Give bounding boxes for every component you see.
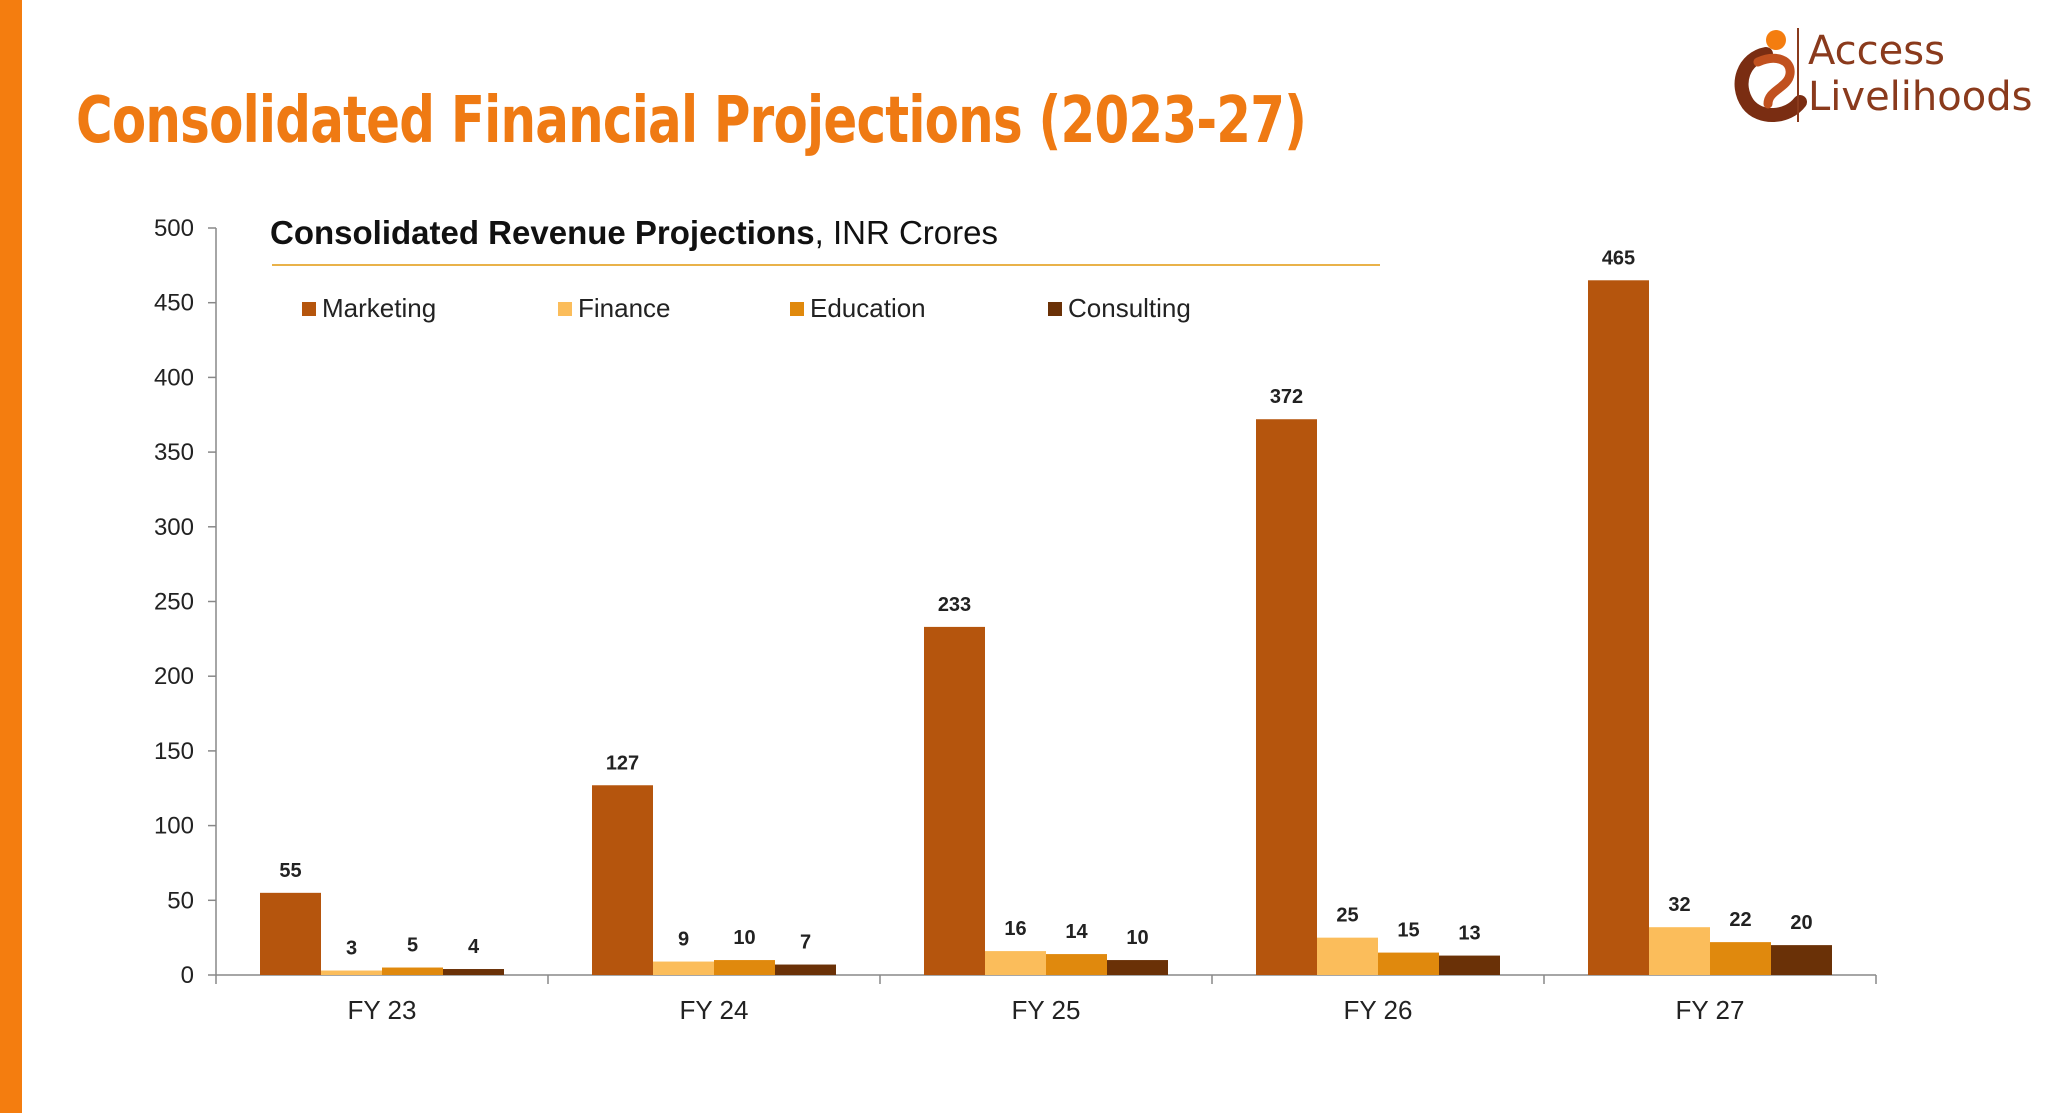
access-livelihoods-logo-icon — [1734, 28, 1807, 123]
bar-education — [1710, 942, 1771, 975]
legend-label-marketing: Marketing — [322, 293, 436, 323]
bar-consulting — [1107, 960, 1168, 975]
bar-consulting — [1771, 945, 1832, 975]
bar-data-label: 7 — [800, 932, 811, 954]
bar-data-label: 32 — [1668, 894, 1690, 916]
y-tick-label: 500 — [154, 215, 194, 242]
bar-data-label: 22 — [1729, 909, 1751, 931]
bar-data-label: 9 — [678, 929, 689, 951]
bar-data-label: 465 — [1602, 247, 1635, 269]
bar-consulting — [443, 969, 504, 975]
x-category-label: FY 27 — [1676, 995, 1745, 1025]
bar-finance — [1317, 937, 1378, 975]
y-tick-label: 350 — [154, 439, 194, 466]
bar-education — [1378, 952, 1439, 975]
bar-education — [1046, 954, 1107, 975]
bar-marketing — [592, 785, 653, 975]
bar-data-label: 10 — [733, 927, 755, 949]
bar-finance — [1649, 927, 1710, 975]
y-tick-label: 250 — [154, 589, 194, 616]
bar-marketing — [924, 626, 985, 975]
legend-swatch-education — [790, 302, 804, 316]
bar-data-label: 20 — [1790, 912, 1812, 934]
legend-swatch-consulting — [1048, 302, 1062, 316]
bar-data-label: 15 — [1397, 920, 1419, 942]
bar-marketing — [1588, 280, 1649, 975]
bar-marketing — [260, 892, 321, 975]
y-tick-label: 50 — [167, 887, 194, 914]
bar-data-label: 5 — [407, 935, 418, 957]
bar-education — [714, 960, 775, 975]
bar-data-label: 10 — [1126, 927, 1148, 949]
chart-title-unit: , INR Crores — [815, 214, 998, 251]
logo-line-2: Livelihoods — [1808, 74, 2033, 120]
bar-data-label: 16 — [1004, 918, 1026, 940]
bar-data-label: 14 — [1065, 921, 1088, 943]
y-tick-label: 150 — [154, 738, 194, 765]
y-tick-label: 200 — [154, 663, 194, 690]
legend-label-finance: Finance — [578, 293, 671, 323]
chart-title-main: Consolidated Revenue Projections — [270, 214, 815, 251]
bar-consulting — [1439, 955, 1500, 975]
bar-data-label: 3 — [346, 938, 357, 960]
legend-label-consulting: Consulting — [1068, 293, 1191, 323]
bar-finance — [321, 970, 382, 975]
left-accent-bar — [0, 0, 22, 1113]
x-category-label: FY 24 — [680, 995, 749, 1025]
bar-data-label: 233 — [938, 594, 971, 616]
bar-finance — [985, 951, 1046, 975]
bar-data-label: 55 — [279, 860, 301, 882]
x-category-label: FY 25 — [1012, 995, 1081, 1025]
y-tick-label: 100 — [154, 813, 194, 840]
bar-consulting — [775, 964, 836, 975]
chart-title: Consolidated Revenue Projections, INR Cr… — [270, 214, 998, 251]
x-category-label: FY 23 — [348, 995, 417, 1025]
bar-data-label: 372 — [1270, 386, 1303, 408]
bar-education — [382, 967, 443, 975]
logo-line-1: Access — [1808, 28, 1945, 74]
x-category-label: FY 26 — [1344, 995, 1413, 1025]
bar-data-label: 25 — [1336, 905, 1358, 927]
bar-data-label: 4 — [468, 936, 480, 958]
y-tick-label: 400 — [154, 364, 194, 391]
y-tick-label: 300 — [154, 514, 194, 541]
bar-data-label: 127 — [606, 752, 639, 774]
bar-data-label: 13 — [1458, 923, 1480, 945]
logo-wordmark: Access Livelihoods — [1808, 28, 2032, 120]
legend-label-education: Education — [810, 293, 926, 323]
legend-swatch-finance — [558, 302, 572, 316]
slide-title: Consolidated Financial Projections (2023… — [76, 84, 1307, 158]
legend-swatch-marketing — [302, 302, 316, 316]
y-tick-label: 450 — [154, 290, 194, 317]
y-tick-label: 0 — [181, 962, 194, 989]
bar-finance — [653, 961, 714, 975]
bar-marketing — [1256, 419, 1317, 975]
